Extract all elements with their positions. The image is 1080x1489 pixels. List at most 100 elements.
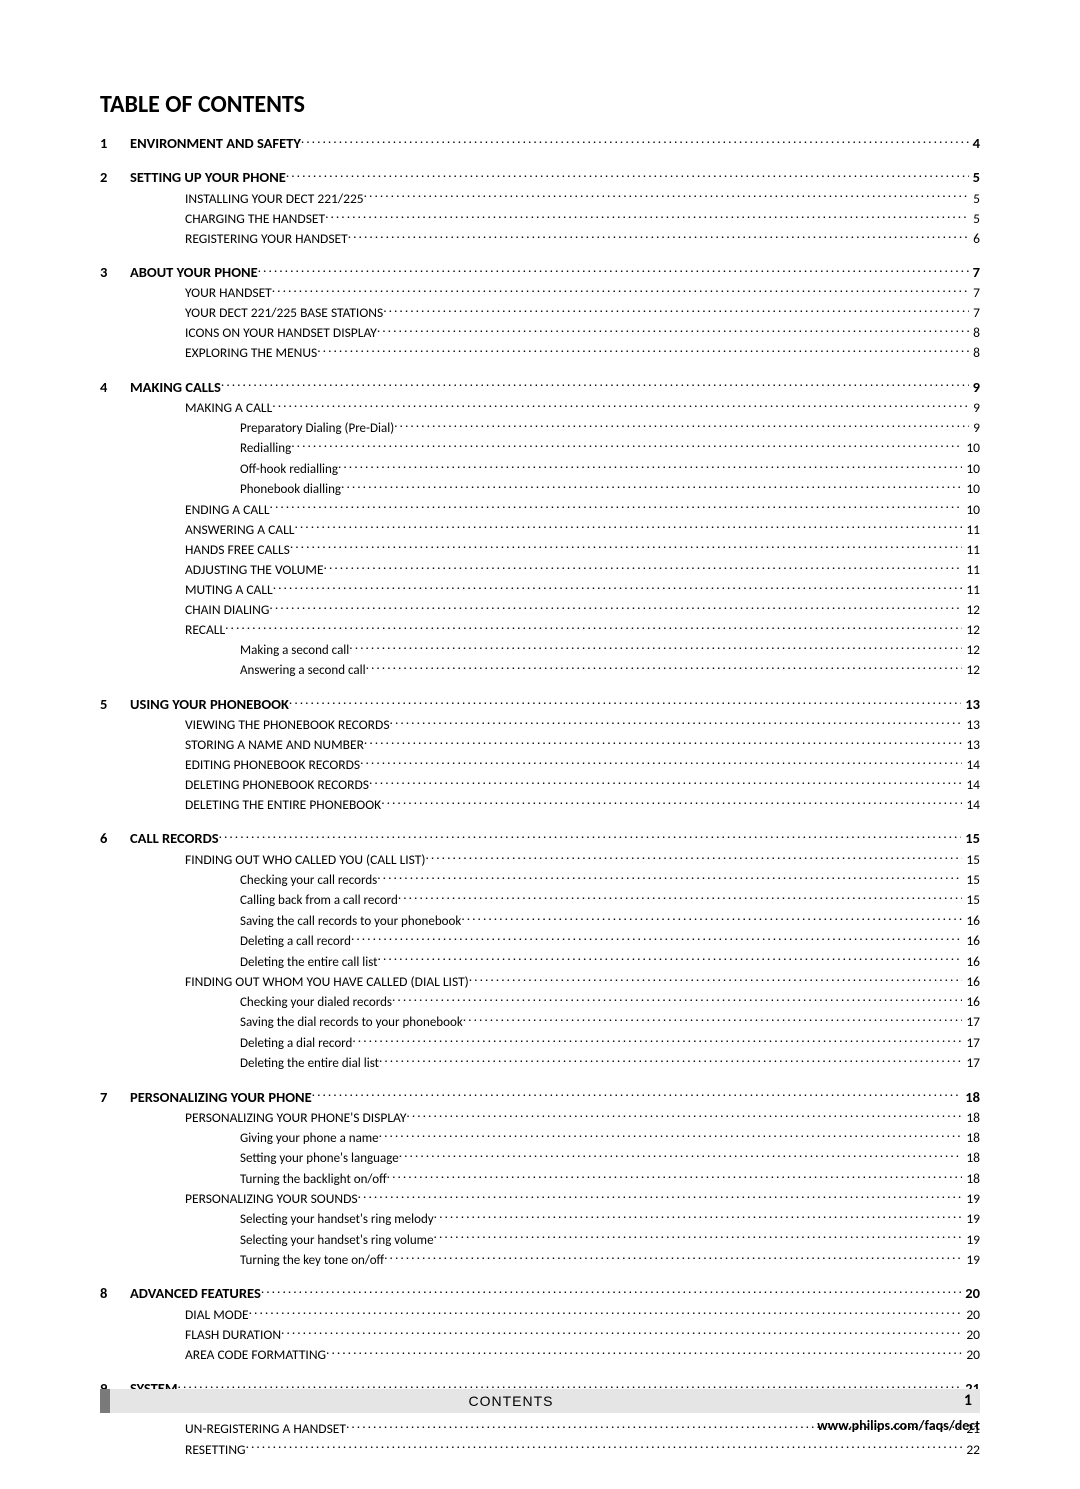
toc-entry-title: Saving the call records to your phoneboo… bbox=[130, 913, 461, 931]
toc-page-number: 17 bbox=[962, 1054, 980, 1072]
toc-entry-title: Turning the key tone on/off bbox=[130, 1252, 384, 1270]
toc-row-l1: 5USING YOUR PHONEBOOK13 bbox=[100, 694, 980, 714]
toc-page-number: 16 bbox=[962, 993, 980, 1011]
toc-leader bbox=[469, 971, 963, 986]
toc-row-l1: 3ABOUT YOUR PHONE7 bbox=[100, 262, 980, 282]
toc-page-number: 11 bbox=[962, 561, 980, 579]
toc-entry-title: Turning the backlight on/off bbox=[130, 1171, 387, 1189]
toc-leader bbox=[425, 849, 962, 864]
toc-row-l2: ADJUSTING THE VOLUME11 bbox=[100, 559, 980, 579]
toc-page-number: 7 bbox=[969, 284, 980, 302]
toc-leader bbox=[381, 795, 962, 810]
toc-leader bbox=[398, 889, 962, 904]
toc-entry-title: INSTALLING YOUR DECT 221/225 bbox=[130, 190, 364, 208]
toc-page-number: 19 bbox=[962, 1190, 980, 1208]
toc-entry-title: Selecting your handset's ring volume bbox=[130, 1232, 434, 1250]
toc-section: 6CALL RECORDS15FINDING OUT WHO CALLED YO… bbox=[100, 829, 980, 1073]
toc-entry-title: CHAIN DIALING bbox=[130, 601, 269, 619]
toc-row-l2: HANDS FREE CALLS11 bbox=[100, 539, 980, 559]
toc-entry-title: ANSWERING A CALL bbox=[130, 521, 294, 539]
toc-row-l1: 1ENVIRONMENT AND SAFETY4 bbox=[100, 133, 980, 153]
toc-page-number: 19 bbox=[962, 1210, 980, 1228]
toc-page-number: 18 bbox=[962, 1149, 980, 1167]
toc-entry-title: STORING A NAME AND NUMBER bbox=[130, 736, 364, 754]
toc-row-l2: RECALL 12 bbox=[100, 619, 980, 639]
toc-page-number: 18 bbox=[962, 1109, 980, 1127]
toc-leader bbox=[273, 579, 963, 594]
toc-row-l2: FINDING OUT WHO CALLED YOU (CALL LIST)15 bbox=[100, 849, 980, 869]
toc-entry-title: EDITING PHONEBOOK RECORDS bbox=[130, 756, 360, 774]
toc-entry-title: RECALL bbox=[130, 621, 225, 639]
toc-leader bbox=[272, 397, 969, 412]
toc-leader bbox=[383, 302, 969, 317]
toc-leader bbox=[399, 1148, 963, 1163]
toc-page-number: 15 bbox=[962, 871, 980, 889]
toc-leader bbox=[390, 714, 963, 729]
toc-page-number: 7 bbox=[969, 304, 980, 322]
toc-page-number: 20 bbox=[962, 1326, 980, 1344]
toc-leader bbox=[364, 188, 970, 203]
toc-page-number: 16 bbox=[962, 973, 980, 991]
toc-leader bbox=[352, 1032, 962, 1047]
toc-row-l3: Saving the call records to your phoneboo… bbox=[100, 910, 980, 930]
toc-row-l3: Selecting your handset's ring volume19 bbox=[100, 1229, 980, 1249]
toc-page-number: 13 bbox=[962, 716, 980, 734]
toc-entry-title: Deleting the entire dial list bbox=[130, 1055, 379, 1073]
toc-row-l2: AREA CODE FORMATTING20 bbox=[100, 1344, 980, 1364]
toc-row-l3: Phonebook dialling10 bbox=[100, 478, 980, 498]
toc-section-number: 4 bbox=[100, 378, 130, 398]
toc-row-l2: STORING A NAME AND NUMBER13 bbox=[100, 734, 980, 754]
toc-row-l3: Deleting the entire call list16 bbox=[100, 951, 980, 971]
page: TABLE OF CONTENTS 1ENVIRONMENT AND SAFET… bbox=[0, 0, 1080, 1489]
toc-page-number: 14 bbox=[962, 756, 980, 774]
toc-page-number: 9 bbox=[969, 419, 980, 437]
toc-row-l3: Checking your dialed records16 bbox=[100, 991, 980, 1011]
toc-entry-title: MAKING A CALL bbox=[130, 399, 272, 417]
toc-page-number: 15 bbox=[962, 891, 980, 909]
toc-page-number: 12 bbox=[962, 621, 980, 639]
toc-entry-title: Answering a second call bbox=[130, 662, 366, 680]
toc-row-l2: VIEWING THE PHONEBOOK RECORDS13 bbox=[100, 714, 980, 734]
toc-entry-title: Deleting the entire call list bbox=[130, 954, 378, 972]
toc-leader bbox=[301, 133, 969, 148]
toc-section: 8ADVANCED FEATURES20DIAL MODE20FLASH DUR… bbox=[100, 1284, 980, 1365]
toc-row-l1: 8ADVANCED FEATURES20 bbox=[100, 1284, 980, 1304]
toc-leader bbox=[291, 438, 962, 453]
toc-section-title: PERSONALIZING YOUR PHONE bbox=[130, 1088, 312, 1108]
toc-page-number: 14 bbox=[962, 796, 980, 814]
toc-leader bbox=[221, 377, 969, 392]
toc-page-number: 11 bbox=[962, 521, 980, 539]
toc-entry-title: EXPLORING THE MENUS bbox=[130, 344, 317, 362]
toc-entry-title: FINDING OUT WHOM YOU HAVE CALLED (DIAL L… bbox=[130, 973, 469, 991]
toc-row-l3: Answering a second call12 bbox=[100, 660, 980, 680]
toc-leader bbox=[269, 599, 962, 614]
toc-leader bbox=[317, 343, 969, 358]
toc-page-number: 17 bbox=[962, 1034, 980, 1052]
toc-section-title: ADVANCED FEATURES bbox=[130, 1284, 261, 1304]
toc-row-l2: DIAL MODE20 bbox=[100, 1304, 980, 1324]
footer-label: CONTENTS bbox=[469, 1393, 554, 1409]
toc-row-l3: Calling back from a call record15 bbox=[100, 889, 980, 909]
toc-leader bbox=[348, 228, 969, 243]
toc-row-l3: Selecting your handset's ring melody19 bbox=[100, 1208, 980, 1228]
toc-leader bbox=[294, 519, 962, 534]
toc-page-number: 8 bbox=[969, 324, 980, 342]
toc-section-title: MAKING CALLS bbox=[130, 378, 221, 398]
toc-page-number: 11 bbox=[962, 541, 980, 559]
toc-row-l2: RESETTING22 bbox=[100, 1439, 980, 1459]
toc-page-number: 5 bbox=[969, 190, 980, 208]
toc-leader bbox=[338, 458, 962, 473]
footer-accent bbox=[100, 1389, 110, 1413]
toc-page-number: 5 bbox=[969, 168, 980, 188]
toc-leader bbox=[434, 1208, 963, 1223]
toc-entry-title: CHARGING THE HANDSET bbox=[130, 210, 325, 228]
toc-entry-title: FINDING OUT WHO CALLED YOU (CALL LIST) bbox=[130, 851, 425, 869]
toc-entry-title: REGISTERING YOUR HANDSET bbox=[130, 230, 348, 248]
toc-row-l2: REGISTERING YOUR HANDSET6 bbox=[100, 228, 980, 248]
toc-row-l2: EXPLORING THE MENUS8 bbox=[100, 343, 980, 363]
toc-section-number: 7 bbox=[100, 1088, 130, 1108]
toc-leader bbox=[378, 951, 963, 966]
toc-leader bbox=[270, 499, 963, 514]
toc-page-number: 9 bbox=[969, 378, 980, 398]
footer-page-number: 1 bbox=[912, 1389, 980, 1413]
